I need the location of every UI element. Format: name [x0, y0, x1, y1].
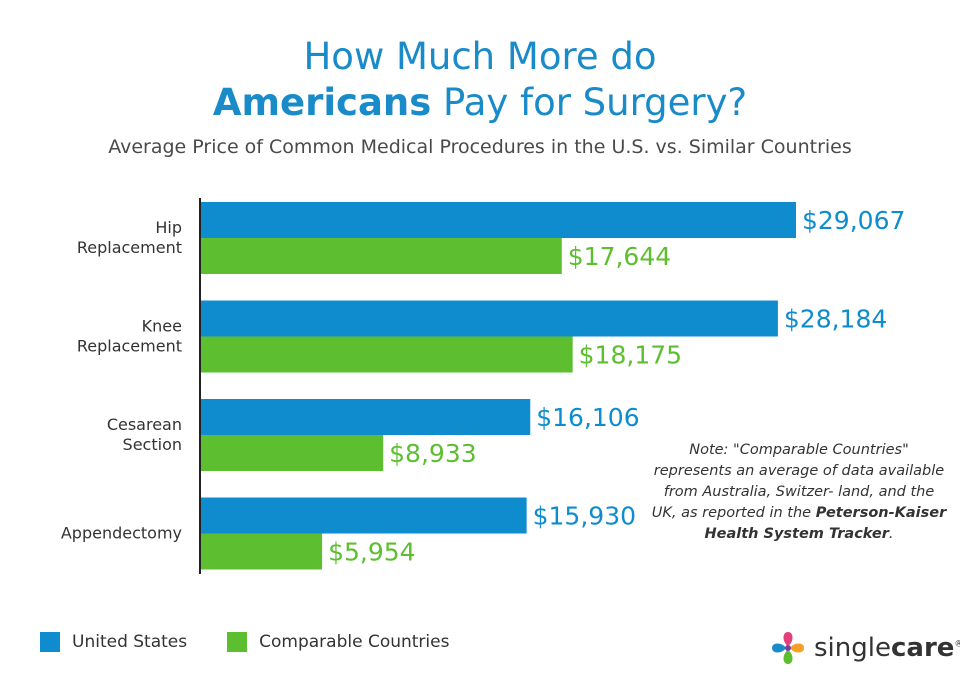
value-label-comparable-1: $18,175: [579, 341, 682, 370]
title-rest: Pay for Surgery?: [431, 81, 748, 124]
title-line-1: How Much More do: [303, 35, 657, 78]
bar-comparable-3: [200, 533, 323, 570]
category-label-2: Cesarean Section: [107, 415, 182, 454]
footnote-text: Note: "Comparable Countries" represents …: [651, 442, 945, 521]
legend-item-comparable: Comparable Countries: [227, 632, 449, 652]
legend-item-us: United States: [40, 632, 187, 652]
singlecare-logo-icon: [772, 632, 804, 664]
title-bold-word: Americans: [212, 81, 432, 124]
bar-us-0: [200, 202, 796, 238]
singlecare-logo: singlecare®: [768, 628, 960, 668]
bar-comparable-2: [200, 435, 384, 471]
legend-label-comparable: Comparable Countries: [259, 632, 450, 652]
value-label-comparable-3: $5,954: [328, 538, 415, 567]
chart-title: How Much More do Americans Pay for Surge…: [0, 34, 960, 126]
singlecare-logo-text: singlecare®: [814, 633, 960, 663]
bar-comparable-1: [200, 336, 573, 373]
value-label-us-3: $15,930: [533, 502, 636, 531]
bar-us-2: [200, 399, 531, 435]
legend: United States Comparable Countries: [40, 632, 489, 652]
category-label-1: Knee Replacement: [77, 317, 182, 356]
bar-us-3: [200, 497, 527, 534]
chart-subtitle: Average Price of Common Medical Procedur…: [108, 136, 852, 158]
bar-us-1: [200, 300, 778, 337]
footnote-end: .: [888, 526, 894, 542]
legend-label-us: United States: [72, 632, 188, 652]
legend-swatch-comparable: [227, 632, 248, 652]
value-label-us-2: $16,106: [536, 403, 639, 432]
category-label-3: Appendectomy: [61, 524, 182, 543]
bar-comparable-0: [200, 238, 562, 274]
value-label-comparable-0: $17,644: [568, 242, 671, 271]
value-label-us-0: $29,067: [802, 206, 905, 235]
legend-swatch-us: [40, 632, 60, 652]
value-label-us-1: $28,184: [784, 305, 887, 334]
category-label-0: Hip Replacement: [77, 218, 182, 257]
footnote: Note: "Comparable Countries" represents …: [650, 440, 948, 545]
title-line-2: Americans Pay for Surgery?: [0, 80, 960, 126]
value-label-comparable-2: $8,933: [389, 439, 476, 468]
footnote-source: Peterson-Kaiser Health System Tracker: [704, 505, 947, 542]
